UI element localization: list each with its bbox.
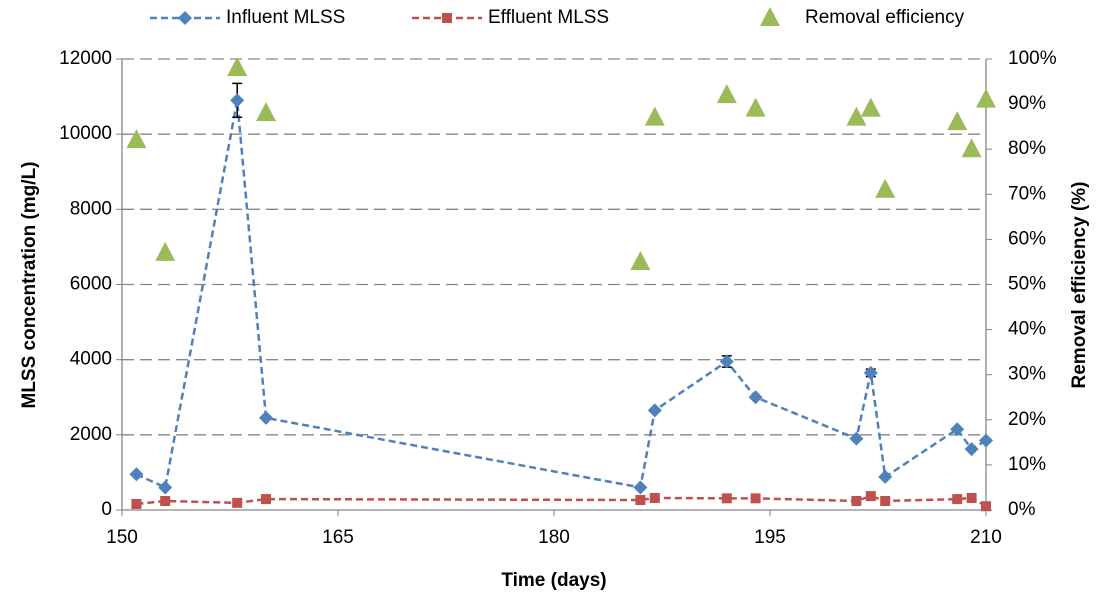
y2-tick-label: 10% [1008,454,1046,475]
data-point [635,495,646,506]
y-tick-label: 0 [101,499,112,520]
data-point [880,495,891,506]
data-point [981,501,991,512]
data-point [961,138,982,158]
y-tick-label: 12000 [59,48,112,69]
y-tick-label: 2000 [70,424,112,445]
legend-label: Effluent MLSS [488,7,609,28]
data-point [964,442,979,457]
data-point [256,102,276,122]
y2-tick-label: 50% [1008,274,1046,295]
y2-tick-label: 0% [1008,499,1036,520]
x-tick-label: 150 [106,527,138,548]
y2-tick-label: 60% [1008,228,1046,249]
y2-tick-label: 30% [1008,364,1046,385]
data-point [630,250,651,270]
data-point [261,494,271,505]
x-axis-title: Time (days) [501,570,606,591]
y2-tick-label: 90% [1008,93,1046,114]
data-point [633,480,648,495]
y-axis-title: MLSS concentration (mg/L) [19,162,40,409]
data-point [851,495,862,506]
data-point [259,410,273,425]
y2-tick-label: 20% [1008,409,1046,430]
data-point [647,403,662,418]
data-point [860,97,881,117]
y2-tick-label: 100% [1008,48,1057,69]
y-tick-label: 4000 [70,349,112,370]
series-line [135,100,987,490]
data-point [966,492,977,503]
y2-tick-label: 70% [1008,183,1046,204]
data-point [745,97,766,117]
y2-tick-label: 40% [1008,319,1046,340]
data-point [644,106,665,126]
data-point [719,354,734,369]
data-point [126,129,147,149]
data-point [950,422,965,437]
data-point [227,57,248,77]
legend-label: Removal efficiency [805,7,965,28]
y-tick-label: 10000 [59,123,112,144]
data-point [230,93,245,108]
data-point [716,84,737,104]
data-point [155,241,176,261]
x-tick-label: 165 [322,527,354,548]
data-point [750,493,761,504]
x-tick-label: 195 [754,527,786,548]
data-point [865,491,876,502]
x-tick-label: 210 [970,527,1002,548]
legend-marker [178,11,192,25]
data-point [875,178,896,198]
legend-marker [442,13,452,23]
data-point [232,497,243,508]
data-point [863,365,878,380]
data-point [131,498,142,509]
y-tick-label: 6000 [70,274,112,295]
data-point [129,467,144,482]
data-point [849,431,864,446]
data-point [649,492,660,503]
data-point [748,390,763,405]
data-point [158,480,173,495]
data-point [721,493,732,504]
y-tick-label: 8000 [70,198,112,219]
y2-axis-title: Removal efficiency (%) [1069,182,1090,389]
data-point [947,111,968,131]
data-point [160,495,171,506]
y2-tick-label: 80% [1008,138,1046,159]
data-point [846,106,867,126]
legend-label: Influent MLSS [226,7,345,28]
data-point [878,469,893,484]
data-point [952,494,963,505]
legend-marker [760,7,780,26]
data-point [979,433,993,448]
data-point [976,88,996,108]
x-tick-label: 180 [538,527,570,548]
